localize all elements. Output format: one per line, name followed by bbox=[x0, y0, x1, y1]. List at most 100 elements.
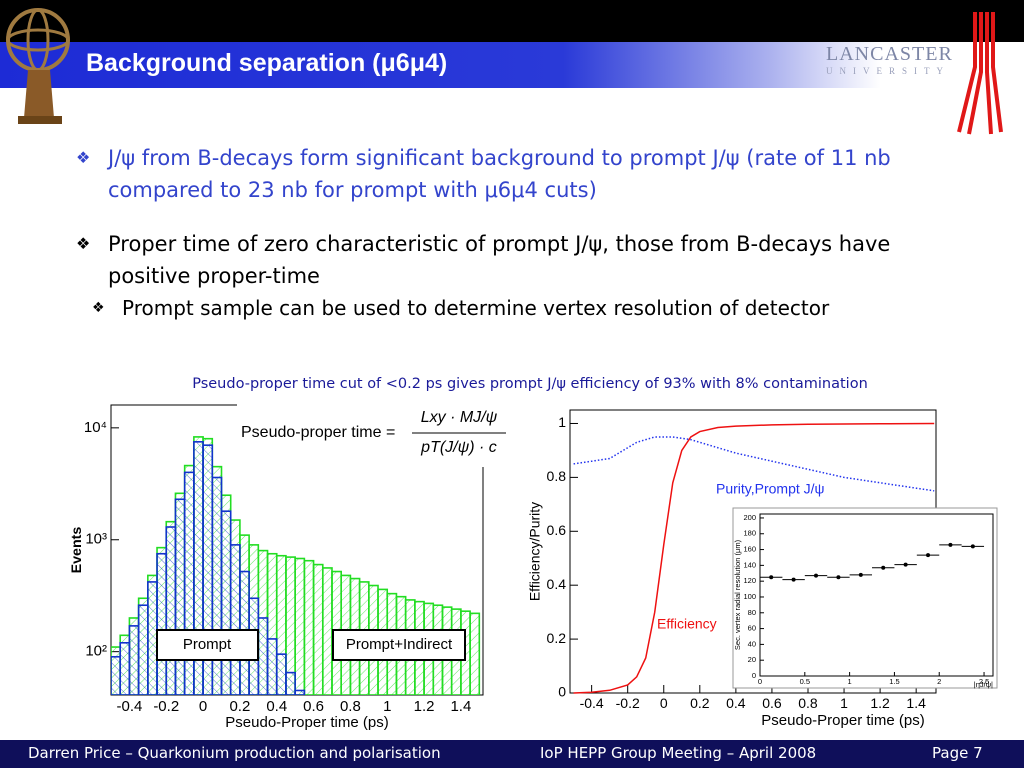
bar bbox=[119, 642, 131, 695]
y-tick-label: 0.2 bbox=[547, 630, 567, 646]
y-axis-label: Sec. vertex radial resolution (μm) bbox=[733, 539, 742, 650]
x-tick-label: 0 bbox=[660, 695, 668, 711]
bar bbox=[257, 617, 269, 695]
y-tick-label: 0.4 bbox=[547, 576, 567, 592]
data-point bbox=[970, 544, 975, 549]
y-tick-label: 120 bbox=[743, 576, 756, 585]
bar bbox=[285, 671, 296, 695]
logo-text: LANCASTER bbox=[826, 43, 953, 65]
y-axis-label: Events bbox=[69, 527, 85, 574]
y-tick-label: 0 bbox=[558, 684, 566, 700]
y-tick-label: 20 bbox=[748, 655, 756, 664]
data-point bbox=[858, 572, 863, 577]
bar bbox=[294, 689, 306, 695]
bar bbox=[165, 526, 177, 695]
x-tick-label: 0.6 bbox=[303, 698, 324, 715]
logo-subtext: UNIVERSITY bbox=[826, 66, 950, 76]
bar bbox=[128, 625, 140, 695]
data-point bbox=[791, 577, 796, 582]
bar bbox=[229, 544, 241, 695]
y-tick-label: 180 bbox=[743, 529, 756, 538]
x-tick-label: 1.2 bbox=[870, 695, 890, 711]
x-tick-label: 0.8 bbox=[798, 695, 818, 711]
x-tick-label: 1.4 bbox=[906, 695, 926, 711]
y-tick-label: 60 bbox=[748, 624, 756, 633]
bar bbox=[156, 552, 168, 695]
y-tick-label: 0.8 bbox=[547, 468, 567, 484]
footer-left: Darren Price – Quarkonium production and… bbox=[28, 744, 441, 762]
legend-box bbox=[156, 629, 259, 661]
data-point bbox=[836, 575, 841, 580]
series-line bbox=[573, 436, 935, 492]
data-point bbox=[881, 565, 886, 570]
lancaster-logo bbox=[957, 12, 1003, 135]
top-band bbox=[0, 0, 1024, 42]
x-tick-label: 0.4 bbox=[266, 698, 287, 715]
x-tick-label: 2 bbox=[937, 677, 941, 686]
bar bbox=[312, 563, 324, 695]
data-point bbox=[948, 542, 953, 547]
bullet: Proper time of zero characteristic of pr… bbox=[76, 228, 976, 292]
x-tick-label: -0.2 bbox=[616, 695, 640, 711]
x-tick-label: 0.8 bbox=[340, 698, 361, 715]
bar bbox=[111, 655, 122, 695]
x-tick-label: 0 bbox=[758, 677, 762, 686]
bar bbox=[211, 476, 223, 695]
y-tick-label: 40 bbox=[748, 639, 756, 648]
y-tick-label: 0 bbox=[752, 671, 756, 680]
bullet: J/ψ from B-decays form significant backg… bbox=[76, 142, 908, 206]
x-tick-label: 1 bbox=[840, 695, 848, 711]
bar bbox=[147, 581, 158, 695]
x-axis-label: Pseudo-Proper time (ps) bbox=[761, 712, 924, 729]
bullet-list: J/ψ from B-decays form significant backg… bbox=[76, 142, 976, 324]
atlas-logo bbox=[6, 8, 70, 124]
legend-label: Prompt bbox=[183, 636, 232, 653]
data-point bbox=[769, 575, 774, 580]
x-axis-label: Pseudo-Proper time (ps) bbox=[225, 714, 388, 731]
x-tick-label: -0.4 bbox=[580, 695, 604, 711]
bar bbox=[174, 498, 186, 695]
x-tick-label: 0.5 bbox=[800, 677, 810, 686]
formula-box bbox=[237, 403, 512, 467]
x-tick-label: -0.2 bbox=[153, 698, 179, 715]
x-tick-label: 0.2 bbox=[690, 695, 710, 711]
x-tick-label: 1.4 bbox=[450, 698, 471, 715]
x-tick-label: 2.5 bbox=[979, 677, 989, 686]
y-axis-label: Efficiency/Purity bbox=[527, 502, 543, 601]
caption: Pseudo-proper time cut of <0.2 ps gives … bbox=[192, 376, 868, 392]
y-tick-label: 80 bbox=[748, 608, 756, 617]
x-tick-label: 1 bbox=[383, 698, 391, 715]
footer: Darren Price – Quarkonium production and… bbox=[0, 740, 1024, 768]
x-axis-label: |ηJ/ψ| bbox=[974, 680, 993, 689]
bar bbox=[137, 604, 149, 695]
charts: -0.4 -0.2 0 0.2 0.4 0.6 0.8 1 1.2 1.4 10² 10³ 10⁴ Eve… bbox=[69, 403, 998, 731]
x-tick-label: -0.4 bbox=[116, 698, 142, 715]
x-tick-label: 1 bbox=[848, 677, 852, 686]
y-tick-label: 0.6 bbox=[547, 522, 567, 538]
y-tick-label: 10³ bbox=[85, 531, 107, 548]
bar bbox=[303, 559, 315, 695]
data-point bbox=[903, 562, 908, 567]
y-tick-label: 140 bbox=[743, 560, 756, 569]
formula-numerator: Lxy · MJ/ψ bbox=[421, 409, 498, 426]
bar bbox=[183, 471, 195, 695]
plot-frame bbox=[759, 513, 994, 677]
y-tick-label: 100 bbox=[743, 592, 756, 601]
legend-box bbox=[332, 629, 466, 661]
bar bbox=[275, 653, 287, 695]
y-tick-label: 10⁴ bbox=[84, 419, 107, 436]
y-tick-label: 160 bbox=[743, 545, 756, 554]
bar bbox=[294, 557, 306, 695]
x-tick-label: 0 bbox=[199, 698, 207, 715]
series-line bbox=[573, 422, 935, 694]
footer-right: Page 7 bbox=[932, 744, 983, 762]
bullet-text: Proper time of zero characteristic of pr… bbox=[108, 232, 891, 288]
series-label: Purity,Prompt J/ψ bbox=[716, 481, 825, 497]
data-point bbox=[814, 573, 819, 578]
formula-denominator: pT(J/ψ) · c bbox=[420, 439, 497, 456]
x-tick-label: 1.2 bbox=[414, 698, 435, 715]
bar bbox=[321, 567, 333, 695]
formula-lhs: Pseudo-proper time = bbox=[241, 424, 395, 441]
title-bar bbox=[0, 42, 1024, 88]
